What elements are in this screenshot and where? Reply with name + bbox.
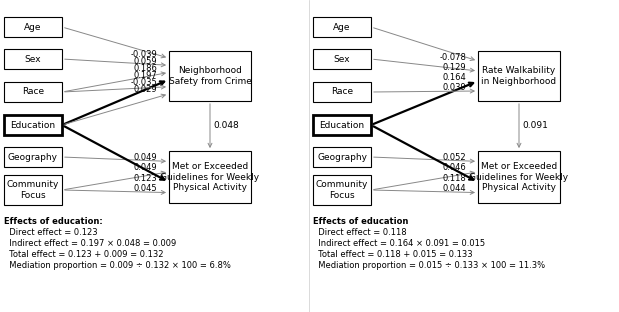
Bar (4, 147, 62, 167)
Text: Rate Walkability
in Neighborhood: Rate Walkability in Neighborhood (482, 66, 556, 86)
Text: Met or Exceeded
Guidelines for Weekly
Physical Activity: Met or Exceeded Guidelines for Weekly Ph… (469, 162, 569, 192)
Text: Mediation proportion = 0.009 ÷ 0.132 × 100 = 6.8%: Mediation proportion = 0.009 ÷ 0.132 × 1… (4, 261, 231, 270)
Text: Sex: Sex (25, 55, 41, 64)
Bar (4, 82, 62, 102)
Text: -0.078: -0.078 (439, 52, 466, 61)
Text: Neighborhood
Safety from Crime: Neighborhood Safety from Crime (168, 66, 251, 86)
Bar (478, 151, 560, 203)
Text: 0.197: 0.197 (133, 71, 157, 80)
Bar (313, 175, 371, 205)
Bar (4, 115, 62, 135)
Text: 0.091: 0.091 (522, 121, 548, 130)
Bar (4, 17, 62, 37)
Text: Direct effect = 0.123: Direct effect = 0.123 (4, 228, 98, 237)
Bar (4, 49, 62, 69)
Bar (4, 175, 62, 205)
Text: Education: Education (11, 120, 56, 129)
Text: Met or Exceeded
Guidelines for Weekly
Physical Activity: Met or Exceeded Guidelines for Weekly Ph… (160, 162, 259, 192)
Text: -0.039: -0.039 (130, 50, 157, 59)
Text: 0.045: 0.045 (133, 184, 157, 193)
Text: Direct effect = 0.118: Direct effect = 0.118 (313, 228, 407, 237)
Text: 0.118: 0.118 (442, 174, 466, 183)
Bar (313, 49, 371, 69)
Text: Community
Focus: Community Focus (316, 180, 368, 200)
Text: Community
Focus: Community Focus (7, 180, 59, 200)
Text: 0.049: 0.049 (133, 163, 157, 172)
Text: 0.046: 0.046 (442, 163, 466, 172)
Bar (169, 51, 251, 101)
Text: 0.049: 0.049 (133, 153, 157, 162)
Text: Education: Education (319, 120, 365, 129)
Text: Geography: Geography (8, 153, 58, 162)
Text: 0.129: 0.129 (443, 62, 466, 71)
Text: Indirect effect = 0.197 × 0.048 = 0.009: Indirect effect = 0.197 × 0.048 = 0.009 (4, 239, 176, 248)
Text: 0.123: 0.123 (133, 174, 157, 183)
Text: Age: Age (24, 22, 41, 32)
Text: -0.035: -0.035 (130, 78, 157, 87)
Text: 0.186: 0.186 (133, 64, 157, 73)
Bar (169, 151, 251, 203)
Bar (313, 115, 371, 135)
Text: Effects of education:: Effects of education: (4, 217, 103, 226)
Text: Mediation proportion = 0.015 ÷ 0.133 × 100 = 11.3%: Mediation proportion = 0.015 ÷ 0.133 × 1… (313, 261, 545, 270)
Text: Total effect = 0.123 + 0.009 = 0.132: Total effect = 0.123 + 0.009 = 0.132 (4, 250, 163, 259)
Text: 0.164: 0.164 (442, 72, 466, 81)
Bar (313, 147, 371, 167)
Text: Effects of education: Effects of education (313, 217, 409, 226)
Bar (478, 51, 560, 101)
Text: 0.059: 0.059 (133, 57, 157, 66)
Text: Race: Race (22, 87, 44, 96)
Text: Total effect = 0.118 + 0.015 = 0.133: Total effect = 0.118 + 0.015 = 0.133 (313, 250, 473, 259)
Text: Race: Race (331, 87, 353, 96)
Text: Indirect effect = 0.164 × 0.091 = 0.015: Indirect effect = 0.164 × 0.091 = 0.015 (313, 239, 485, 248)
Bar (313, 17, 371, 37)
Text: 0.048: 0.048 (213, 121, 239, 130)
Text: 0.029: 0.029 (133, 85, 157, 94)
Text: Age: Age (333, 22, 351, 32)
Text: 0.052: 0.052 (443, 153, 466, 162)
Text: Sex: Sex (334, 55, 350, 64)
Text: Geography: Geography (317, 153, 367, 162)
Text: 0.044: 0.044 (443, 184, 466, 193)
Text: 0.039: 0.039 (442, 82, 466, 91)
Bar (313, 82, 371, 102)
